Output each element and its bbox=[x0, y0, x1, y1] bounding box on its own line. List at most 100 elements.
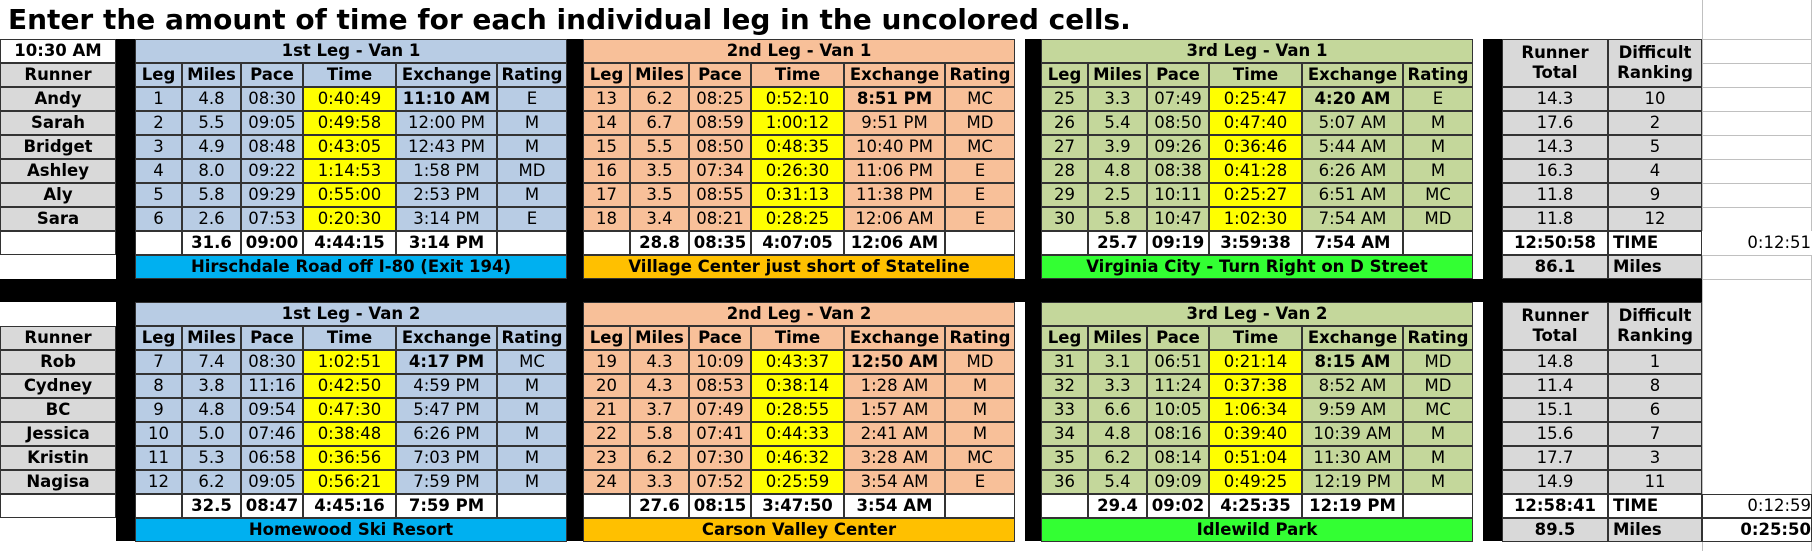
leg-exchange: 12:19 PM bbox=[1302, 470, 1403, 494]
leg-miles: 4.8 bbox=[1088, 422, 1147, 446]
leg-miles: 3.3 bbox=[1088, 87, 1147, 111]
leg-exchange: 1:57 AM bbox=[844, 398, 945, 422]
leg-number: 11 bbox=[135, 446, 182, 470]
difficult-rank: 8 bbox=[1608, 374, 1702, 398]
leg-exchange: 11:06 PM bbox=[844, 159, 945, 183]
leg-time-input[interactable]: 1:02:30 bbox=[1209, 207, 1302, 231]
leg-rating: M bbox=[497, 470, 567, 494]
leg-miles: 8.0 bbox=[182, 159, 241, 183]
column-header: Miles bbox=[630, 326, 689, 350]
leg-time-input[interactable]: 0:48:35 bbox=[751, 135, 844, 159]
leg-time-input[interactable]: 0:47:40 bbox=[1209, 111, 1302, 135]
leg-time-input[interactable]: 1:06:34 bbox=[1209, 398, 1302, 422]
leg-miles: 4.8 bbox=[182, 398, 241, 422]
column-header: Leg bbox=[583, 63, 630, 87]
blank-cell bbox=[945, 494, 1015, 518]
leg-exchange: 1:58 PM bbox=[396, 159, 497, 183]
leg-time-input[interactable]: 0:25:27 bbox=[1209, 183, 1302, 207]
average-pace: 09:02 bbox=[1147, 494, 1209, 518]
van-total-miles: 89.5 bbox=[1502, 518, 1608, 542]
leg-miles: 4.8 bbox=[1088, 159, 1147, 183]
leg-miles: 4.8 bbox=[182, 87, 241, 111]
leg-time-input[interactable]: 0:25:59 bbox=[751, 470, 844, 494]
leg-time-input[interactable]: 0:26:30 bbox=[751, 159, 844, 183]
runner-total: 17.6 bbox=[1502, 111, 1608, 135]
leg-rating: M bbox=[1403, 135, 1473, 159]
leg-time-input[interactable]: 0:37:38 bbox=[1209, 374, 1302, 398]
blank-cell bbox=[0, 231, 116, 255]
leg-time-input[interactable]: 0:55:00 bbox=[303, 183, 396, 207]
total-miles: 25.7 bbox=[1088, 231, 1147, 255]
leg-exchange: 9:59 AM bbox=[1302, 398, 1403, 422]
leg-time-input[interactable]: 0:25:47 bbox=[1209, 87, 1302, 111]
leg-miles: 5.0 bbox=[182, 422, 241, 446]
leg-time-input[interactable]: 0:43:05 bbox=[303, 135, 396, 159]
leg-time-input[interactable]: 0:40:49 bbox=[303, 87, 396, 111]
leg-rating: M bbox=[497, 446, 567, 470]
leg-pace: 08:30 bbox=[241, 87, 303, 111]
leg-miles: 6.2 bbox=[1088, 446, 1147, 470]
column-header: Leg bbox=[1041, 63, 1088, 87]
leg-time-input[interactable]: 0:21:14 bbox=[1209, 350, 1302, 374]
leg-time-input[interactable]: 0:46:32 bbox=[751, 446, 844, 470]
column-header: Rating bbox=[945, 63, 1015, 87]
leg-miles: 3.1 bbox=[1088, 350, 1147, 374]
grid-line bbox=[1702, 255, 1812, 256]
leg-time-input[interactable]: 0:28:55 bbox=[751, 398, 844, 422]
leg-time-input[interactable]: 0:36:56 bbox=[303, 446, 396, 470]
total-time: 3:59:38 bbox=[1209, 231, 1302, 255]
leg-time-input[interactable]: 0:47:30 bbox=[303, 398, 396, 422]
grid-line bbox=[1702, 39, 1812, 40]
exchange-location: Virginia City - Turn Right on D Street bbox=[1041, 255, 1473, 279]
leg-time-input[interactable]: 0:38:14 bbox=[751, 374, 844, 398]
leg-time-input[interactable]: 0:49:25 bbox=[1209, 470, 1302, 494]
leg-pace: 08:55 bbox=[689, 183, 751, 207]
leg-rating: M bbox=[945, 422, 1015, 446]
difficult-rank: 11 bbox=[1608, 470, 1702, 494]
leg-time-input[interactable]: 1:02:51 bbox=[303, 350, 396, 374]
leg-time-input[interactable]: 0:52:10 bbox=[751, 87, 844, 111]
runner-total: 14.9 bbox=[1502, 470, 1608, 494]
leg-miles: 6.2 bbox=[630, 87, 689, 111]
leg-number: 20 bbox=[583, 374, 630, 398]
leg-rating: MC bbox=[945, 135, 1015, 159]
leg-time-input[interactable]: 0:36:46 bbox=[1209, 135, 1302, 159]
leg-number: 2 bbox=[135, 111, 182, 135]
leg-time-input[interactable]: 0:56:21 bbox=[303, 470, 396, 494]
leg-time-input[interactable]: 0:51:04 bbox=[1209, 446, 1302, 470]
total-miles: 28.8 bbox=[630, 231, 689, 255]
leg-exchange: 7:03 PM bbox=[396, 446, 497, 470]
leg-miles: 3.3 bbox=[1088, 374, 1147, 398]
runner-total: 15.6 bbox=[1502, 422, 1608, 446]
leg-miles: 3.4 bbox=[630, 207, 689, 231]
leg-pace: 07:46 bbox=[241, 422, 303, 446]
leg-time-input[interactable]: 0:42:50 bbox=[303, 374, 396, 398]
column-header: Pace bbox=[689, 326, 751, 350]
leg-time-input[interactable]: 0:28:25 bbox=[751, 207, 844, 231]
leg-time-input[interactable]: 0:41:28 bbox=[1209, 159, 1302, 183]
column-header: Pace bbox=[1147, 63, 1209, 87]
leg-time-input[interactable]: 1:00:12 bbox=[751, 111, 844, 135]
column-header: Leg bbox=[583, 326, 630, 350]
leg-time-input[interactable]: 0:49:58 bbox=[303, 111, 396, 135]
leg-time-input[interactable]: 0:20:30 bbox=[303, 207, 396, 231]
leg-rating: MC bbox=[497, 350, 567, 374]
leg-exchange: 5:47 PM bbox=[396, 398, 497, 422]
leg-time-input[interactable]: 0:39:40 bbox=[1209, 422, 1302, 446]
leg-number: 3 bbox=[135, 135, 182, 159]
leg-pace: 08:48 bbox=[241, 135, 303, 159]
leg-time-input[interactable]: 0:43:37 bbox=[751, 350, 844, 374]
average-pace: 08:47 bbox=[241, 494, 303, 518]
leg-time-input[interactable]: 1:14:53 bbox=[303, 159, 396, 183]
column-header: Miles bbox=[630, 63, 689, 87]
total-time: 4:45:16 bbox=[303, 494, 396, 518]
leg-number: 35 bbox=[1041, 446, 1088, 470]
leg-exchange: 12:50 AM bbox=[844, 350, 945, 374]
page-title: Enter the amount of time for each indivi… bbox=[8, 3, 1131, 36]
leg-time-input[interactable]: 0:38:48 bbox=[303, 422, 396, 446]
leg-exchange: 4:20 AM bbox=[1302, 87, 1403, 111]
leg-time-input[interactable]: 0:44:33 bbox=[751, 422, 844, 446]
column-header: Exchange bbox=[844, 63, 945, 87]
leg-time-input[interactable]: 0:31:13 bbox=[751, 183, 844, 207]
runner-total-header: Runner Total bbox=[1502, 39, 1608, 87]
